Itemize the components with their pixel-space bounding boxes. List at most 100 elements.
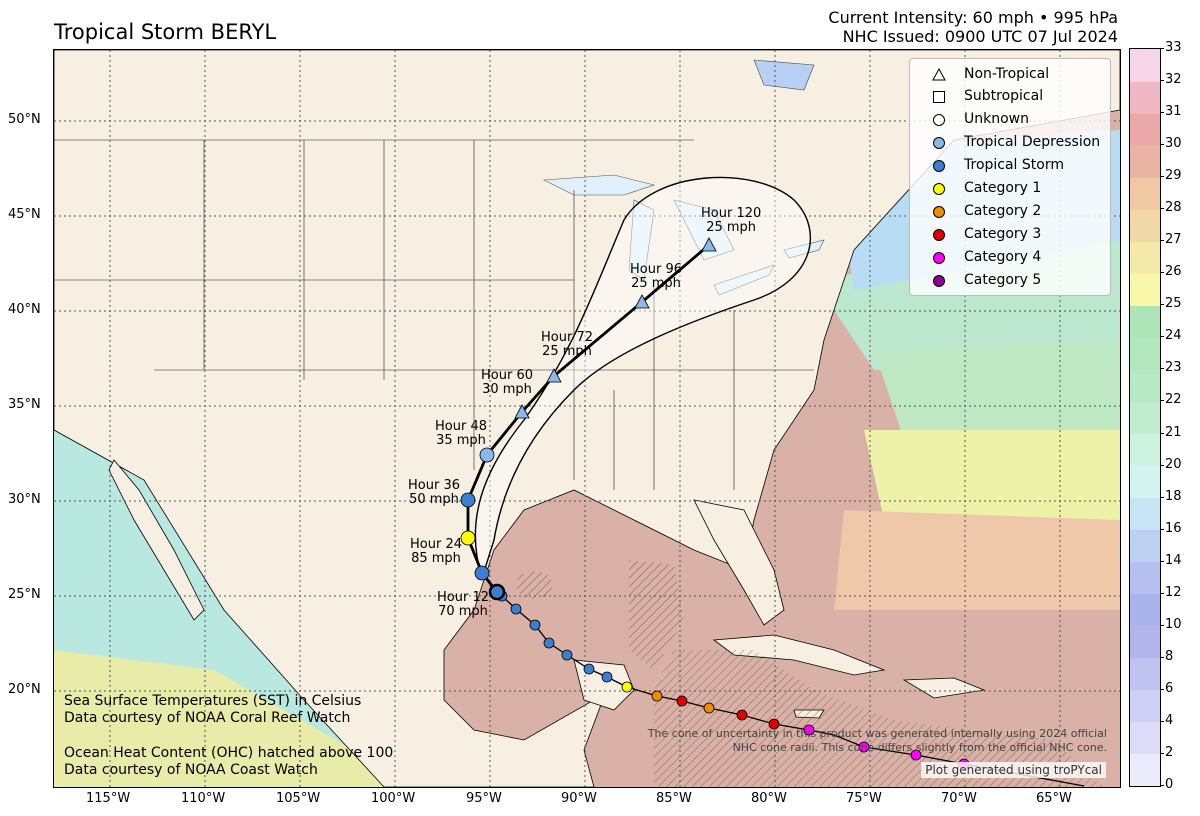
colorbar-segment [1130, 273, 1160, 306]
longitude-label: 80°W [751, 791, 787, 806]
colorbar-segment [1130, 241, 1160, 274]
track-point-c3 [768, 718, 780, 730]
colorbar-tick-mark [1160, 336, 1164, 338]
ohc-hatch-caribbean [654, 650, 1104, 787]
circle-icon [933, 229, 945, 241]
colorbar-tick-mark [1160, 176, 1164, 178]
colorbar-tick-mark [1160, 80, 1164, 82]
colorbar-tick-label: 2 [1165, 744, 1174, 760]
forecast-point-hour-120[interactable] [701, 237, 717, 252]
colorbar-segment [1130, 305, 1160, 338]
colorbar-tick-mark [1160, 208, 1164, 210]
latitude-label: 20°N [8, 682, 41, 697]
longitude-label: 105°W [276, 791, 321, 806]
current-position-marker[interactable] [488, 583, 506, 601]
florida [693, 499, 785, 626]
forecast-point-hour-36[interactable] [460, 492, 476, 508]
current-intensity: Current Intensity: 60 mph • 995 hPa [828, 8, 1118, 27]
colorbar-tick-label: 4 [1165, 712, 1174, 728]
forecast-point-hour-72[interactable] [546, 368, 562, 383]
colorbar-segment [1130, 497, 1160, 531]
colorbar-segment [1130, 177, 1160, 210]
legend-subtropical: Subtropical [922, 87, 1112, 107]
colorbar-tick-label: 20 [1165, 456, 1182, 472]
forecast-point-hour-24[interactable] [460, 530, 476, 546]
circle-icon [933, 183, 945, 195]
hispaniola [902, 677, 986, 699]
colorbar-tick-label: 10 [1165, 616, 1182, 632]
colorbar-segment [1130, 465, 1160, 499]
colorbar-segment [1130, 145, 1160, 178]
colorbar-tick-mark [1160, 560, 1164, 562]
lake-huron [673, 199, 735, 261]
colorbar-segment [1130, 401, 1160, 434]
legend-tropical-storm: Tropical Storm [922, 156, 1112, 176]
latitude-label: 25°N [8, 587, 41, 602]
longitude-label: 85°W [656, 791, 692, 806]
colorbar-tick-mark [1160, 720, 1164, 722]
colorbar-tick-label: 14 [1165, 552, 1182, 568]
baja-california [108, 459, 205, 621]
past-track-points [496, 590, 970, 770]
sst-credit-line: Data courtesy of NOAA Coral Reef Watch [64, 710, 351, 726]
map-canvas [54, 50, 1120, 787]
triangle-icon [932, 68, 946, 81]
ohc-source-line: Ocean Heat Content (OHC) hatched above 1… [64, 745, 394, 761]
colorbar-tick-label: 25 [1165, 296, 1182, 312]
lake-michigan [628, 199, 655, 281]
colorbar-segment [1130, 593, 1160, 627]
forecast-label-hour-24: Hour 24 85 mph [410, 537, 462, 566]
colorbar-tick-label: 8 [1165, 648, 1174, 664]
track-point-c3 [736, 709, 748, 721]
longitude-label: 110°W [181, 791, 226, 806]
colorbar-tick-mark [1160, 400, 1164, 402]
colorbar-segment [1130, 433, 1160, 467]
colorbar-tick-label: 29 [1165, 168, 1182, 184]
track-point-c2 [651, 690, 663, 702]
sst-source-line: Sea Surface Temperatures (SST) in Celsiu… [64, 693, 362, 709]
circle-icon [933, 252, 945, 264]
track-point-ts [510, 603, 522, 615]
track-point-c4 [803, 724, 815, 736]
forecast-point-hour-12[interactable] [474, 565, 490, 581]
colorbar-tick-label: 6 [1165, 680, 1174, 696]
legend-unknown: Unknown [922, 110, 1112, 130]
colorbar-tick-mark [1160, 752, 1164, 754]
sst-warm-band [864, 430, 1120, 530]
latitude-label: 50°N [8, 112, 41, 127]
legend-category-2: Category 2 [922, 202, 1112, 222]
colorbar-tick-label: 12 [1165, 584, 1182, 600]
latitude-label: 40°N [8, 302, 41, 317]
legend-tropical-depression: Tropical Depression [922, 133, 1112, 153]
forecast-label-hour-96: Hour 96 25 mph [630, 262, 682, 291]
colorbar-segment [1130, 81, 1160, 114]
track-point-c1 [621, 681, 633, 693]
plot-credit: Plot generated using troPYcal [921, 762, 1106, 778]
circle-icon [933, 114, 945, 126]
colorbar-segment [1130, 49, 1160, 82]
colorbar-tick-mark [1160, 624, 1164, 626]
forecast-point-hour-60[interactable] [514, 404, 530, 419]
colorbar-tick-mark [1160, 432, 1164, 434]
colorbar-segment [1130, 625, 1160, 659]
lake-superior [542, 174, 656, 196]
colorbar-segment [1130, 657, 1160, 691]
cone-disclaimer: The cone of uncertainty in this product … [647, 727, 1107, 754]
colorbar-tick-mark [1160, 688, 1164, 690]
latitude-label: 30°N [8, 492, 41, 507]
forecast-point-hour-96[interactable] [634, 294, 650, 309]
colorbar-segment [1130, 113, 1160, 146]
track-point-ts [529, 619, 541, 631]
colorbar-tick-label: 32 [1165, 72, 1182, 88]
state-borders [54, 139, 814, 490]
colorbar-tick-label: 18 [1165, 488, 1182, 504]
circle-icon [933, 160, 945, 172]
circle-icon [933, 206, 945, 218]
circle-icon [933, 275, 945, 287]
forecast-point-hour-48[interactable] [479, 447, 495, 463]
ohc-note: Ocean Heat Content (OHC) hatched above 1… [64, 745, 393, 779]
longitude-label: 115°W [86, 791, 131, 806]
legend-non-tropical: Non-Tropical [922, 65, 1112, 85]
longitude-label: 65°W [1036, 791, 1072, 806]
colorbar-tick-mark [1160, 496, 1164, 498]
